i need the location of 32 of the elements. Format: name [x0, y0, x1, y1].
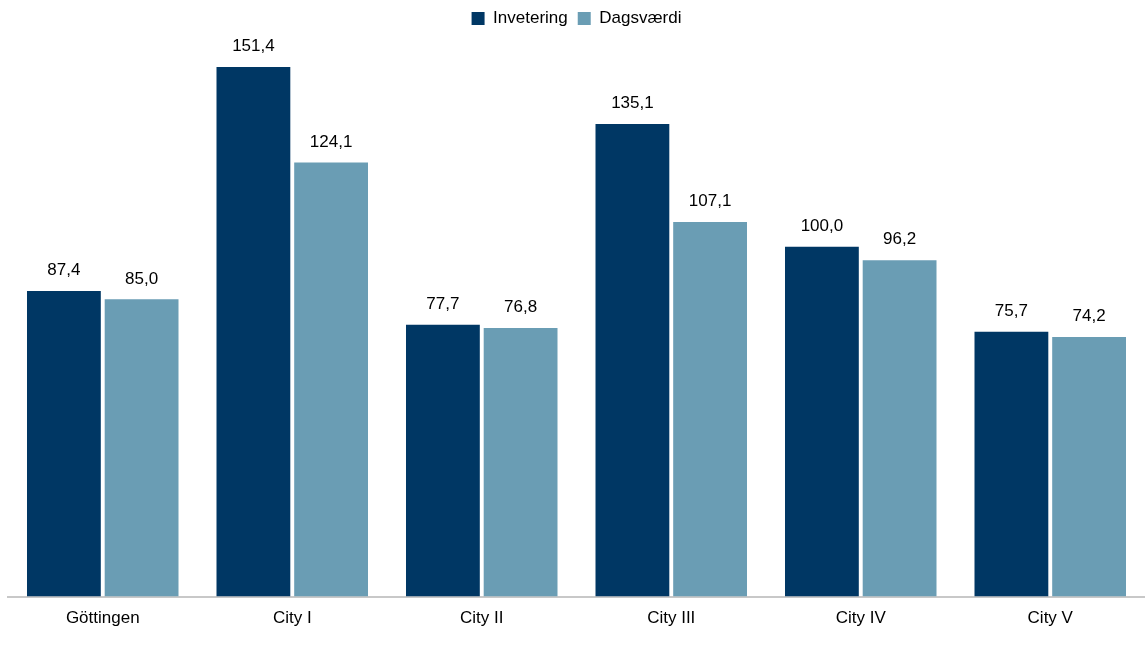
data-label: 100,0 [800, 216, 844, 236]
bar [216, 67, 291, 597]
bar [294, 162, 368, 597]
data-label: 76,8 [504, 297, 538, 317]
bar [1052, 337, 1126, 597]
bar [862, 260, 937, 597]
x-tick-label: City IV [835, 608, 887, 628]
bar [104, 299, 179, 597]
bar [974, 331, 1049, 597]
data-label: 75,7 [994, 301, 1028, 321]
x-tick-label: Göttingen [65, 608, 140, 628]
data-label: 85,0 [125, 268, 159, 288]
legend-label: Dagsværdi [599, 8, 682, 28]
x-tick-label: City II [460, 608, 504, 628]
data-label: 107,1 [688, 191, 732, 211]
bar [406, 324, 480, 597]
data-label: 135,1 [611, 93, 654, 113]
bar [785, 246, 859, 597]
bar [27, 290, 101, 597]
bar [595, 124, 670, 597]
x-tick-label: City I [272, 608, 312, 628]
bar [483, 327, 558, 597]
data-label: 77,7 [426, 294, 460, 314]
data-label: 124,1 [309, 131, 353, 151]
data-label: 87,4 [47, 260, 81, 280]
data-label: 74,2 [1072, 306, 1106, 326]
bar [673, 222, 747, 597]
data-label: 96,2 [883, 229, 917, 249]
x-tick-label: City III [647, 608, 696, 628]
x-tick-label: City V [1027, 608, 1074, 628]
legend-label: Invetering [493, 8, 568, 28]
data-label: 151,4 [232, 36, 275, 56]
